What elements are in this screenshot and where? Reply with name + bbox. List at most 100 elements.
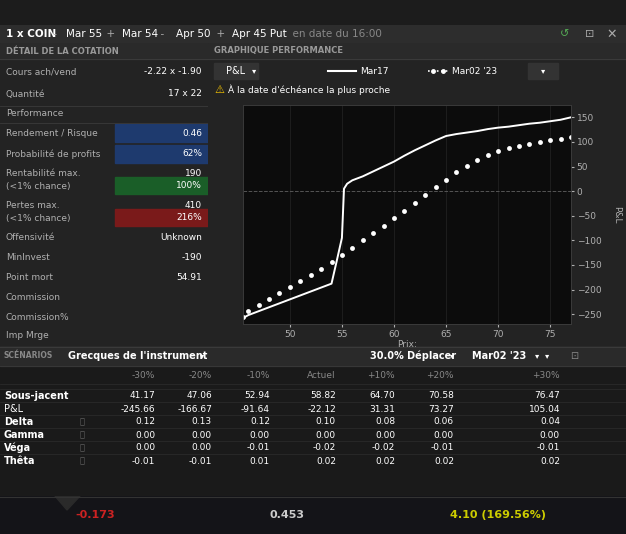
Text: 0.00: 0.00 [135,444,155,452]
Text: -0.01: -0.01 [131,457,155,466]
Text: MinInvest: MinInvest [6,254,49,263]
Text: 47.06: 47.06 [187,391,212,400]
Bar [528,63,558,79]
Text: 0.04: 0.04 [540,418,560,427]
Text: -0.01: -0.01 [247,444,270,452]
Bar [115,209,208,226]
Text: 1 x COIN: 1 x COIN [6,29,56,39]
Text: Gamma: Gamma [4,430,45,440]
Text: 52.94: 52.94 [244,391,270,400]
Text: -30%: -30% [131,372,155,381]
Text: ✕: ✕ [607,27,617,41]
Text: 0.02: 0.02 [316,457,336,466]
Text: +20%: +20% [426,372,454,381]
Text: 0.00: 0.00 [192,444,212,452]
Text: -2.22 x -1.90: -2.22 x -1.90 [145,67,202,76]
Text: -0.01: -0.01 [536,444,560,452]
Text: 4.10 (169.56%): 4.10 (169.56%) [450,510,546,520]
Text: ⓘ: ⓘ [80,444,85,452]
Text: 410: 410 [185,201,202,210]
Text: -0.02: -0.02 [372,444,395,452]
Text: -22.12: -22.12 [307,404,336,413]
Text: ⊡: ⊡ [585,29,595,39]
Text: Offensivité: Offensivité [6,233,55,242]
Text: 30.0% Déplacer: 30.0% Déplacer [370,351,456,361]
Text: 0.00: 0.00 [375,430,395,439]
Text: (<1% chance): (<1% chance) [6,214,71,223]
Text: 31.31: 31.31 [369,404,395,413]
Text: +: + [100,29,118,39]
Text: -10%: -10% [247,372,270,381]
Text: ▾: ▾ [545,351,549,360]
Bar [0,346,626,366]
Text: P&L: P&L [226,66,245,76]
Text: 0.00: 0.00 [250,430,270,439]
Text: Imp Mrge: Imp Mrge [6,332,49,341]
Text: À la date d'échéance la plus proche: À la date d'échéance la plus proche [228,85,390,95]
Text: 0.12: 0.12 [250,418,270,427]
Text: Performance: Performance [6,109,63,119]
Y-axis label: P&L: P&L [612,206,622,223]
Text: Probabilité de profits: Probabilité de profits [6,149,100,159]
Text: 70.58: 70.58 [428,391,454,400]
Bar [115,177,208,194]
Text: Mar17: Mar17 [360,67,389,75]
Text: +30%: +30% [532,372,560,381]
Text: 0.01: 0.01 [250,457,270,466]
Text: -245.66: -245.66 [120,404,155,413]
Text: -190: -190 [182,254,202,263]
Text: 0.00: 0.00 [434,430,454,439]
Text: -0.01: -0.01 [188,457,212,466]
Text: 0.02: 0.02 [540,457,560,466]
Text: -166.67: -166.67 [177,404,212,413]
Text: ▾: ▾ [200,351,204,360]
Bar [208,43,626,59]
Text: Commission: Commission [6,294,61,302]
Text: -0.01: -0.01 [431,444,454,452]
Polygon shape [55,496,80,510]
Text: -: - [50,29,60,39]
X-axis label: Prix:: Prix: [397,340,417,349]
Text: Mar 54: Mar 54 [121,29,158,39]
Text: ▾: ▾ [535,351,539,360]
Text: ⓘ: ⓘ [80,418,85,427]
Text: Actuel: Actuel [307,372,336,381]
Text: Mar02 '23: Mar02 '23 [472,351,526,361]
Text: ⓘ: ⓘ [80,430,85,439]
Text: Quantité: Quantité [6,90,46,98]
Bar [115,145,208,163]
Text: Rentabilité max.: Rentabilité max. [6,169,81,178]
Text: 0.46: 0.46 [182,129,202,137]
Text: P&L: P&L [4,404,23,414]
Text: ↺: ↺ [560,29,570,39]
Text: Point mort: Point mort [6,273,53,282]
Text: 0.13: 0.13 [192,418,212,427]
Text: Apr 50: Apr 50 [177,29,211,39]
Text: 0.00: 0.00 [135,430,155,439]
Text: ⊡: ⊡ [570,351,578,361]
Text: 0.02: 0.02 [434,457,454,466]
Text: ▾: ▾ [450,351,454,360]
Text: 0.02: 0.02 [375,457,395,466]
Text: 190: 190 [185,169,202,178]
Text: 0.00: 0.00 [192,430,212,439]
Text: Véga: Véga [4,443,31,453]
Text: Mar 55: Mar 55 [66,29,103,39]
Text: Grecques de l'instrument: Grecques de l'instrument [68,351,207,361]
Text: Sous-jacent: Sous-jacent [4,391,68,401]
Text: -0.173: -0.173 [75,510,115,520]
Text: 0.06: 0.06 [434,418,454,427]
Text: 62%: 62% [182,150,202,159]
Text: ▾: ▾ [252,67,256,75]
Text: Commission%: Commission% [6,313,69,323]
Text: 0.08: 0.08 [375,418,395,427]
Bar [115,124,208,142]
Text: 0.10: 0.10 [316,418,336,427]
Text: 41.17: 41.17 [129,391,155,400]
Text: GRAPHIQUE PERFORMANCE: GRAPHIQUE PERFORMANCE [214,46,343,56]
Text: 105.04: 105.04 [528,404,560,413]
Text: Pertes max.: Pertes max. [6,201,59,210]
Text: 73.27: 73.27 [428,404,454,413]
Text: Delta: Delta [4,417,33,427]
Text: DÉTAIL DE LA COTATION: DÉTAIL DE LA COTATION [6,46,119,56]
